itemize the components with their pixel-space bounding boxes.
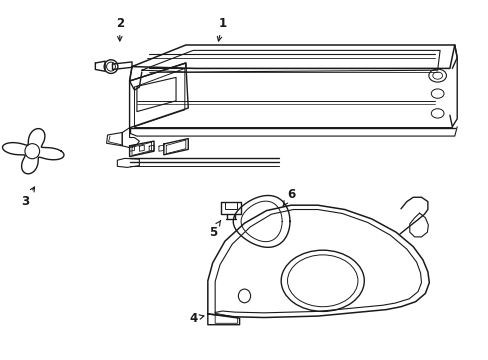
Text: 2: 2	[116, 17, 123, 41]
Text: 3: 3	[21, 187, 35, 208]
Text: 1: 1	[217, 17, 226, 41]
Text: 6: 6	[283, 188, 294, 206]
Text: 4: 4	[189, 312, 203, 325]
Text: 5: 5	[208, 221, 220, 239]
